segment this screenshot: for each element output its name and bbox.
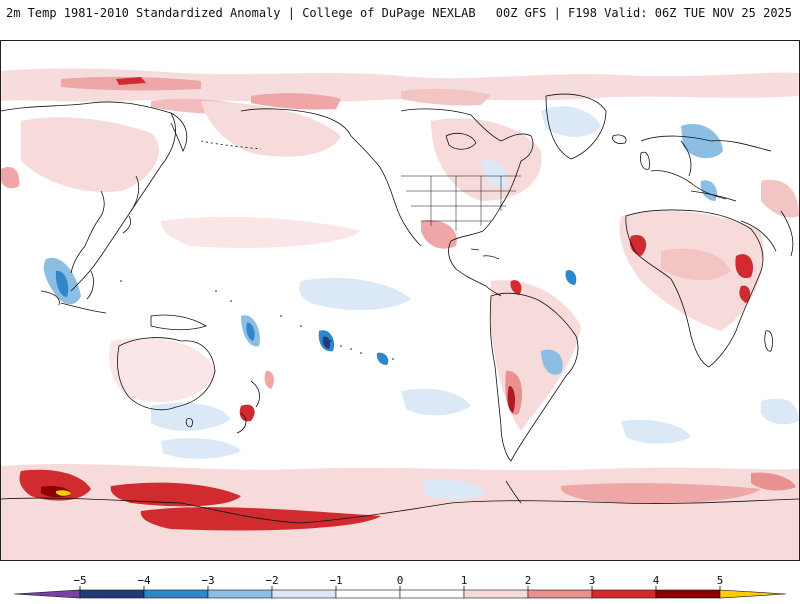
- colorbar-segment: [207, 589, 273, 599]
- colorbar-segment: [399, 589, 465, 599]
- colorbar-segment: [591, 589, 657, 599]
- colorbar: [0, 566, 800, 600]
- colorbar-tick-label: 1: [460, 574, 468, 587]
- map-title: 2m Temp 1981-2010 Standardized Anomaly |…: [6, 6, 476, 20]
- colorbar-tick-label: −2: [265, 574, 279, 587]
- colorbar-segment: [463, 589, 529, 599]
- colorbar-segment: [527, 589, 593, 599]
- colorbar-segment: [79, 589, 145, 599]
- anomaly-map: [0, 40, 800, 561]
- colorbar-tick-label: 0: [396, 574, 404, 587]
- colorbar-tick-label: 5: [716, 574, 724, 587]
- pacific-islands: [120, 280, 394, 360]
- warm-anomaly-shading: [1, 68, 799, 560]
- map-svg: [1, 41, 799, 560]
- colorbar-segment: [271, 589, 337, 599]
- colorbar-svg: [13, 586, 787, 599]
- colorbar-tick-label: −3: [201, 574, 215, 587]
- model-run-valid-time: 00Z GFS | F198 Valid: 06Z TUE NOV 25 202…: [495, 6, 792, 20]
- colorbar-segment: [143, 589, 209, 599]
- colorbar-tick-label: −4: [137, 574, 151, 587]
- colorbar-tick-label: 4: [652, 574, 660, 587]
- colorbar-segment: [13, 589, 81, 599]
- colorbar-segment: [335, 589, 401, 599]
- colorbar-tick-label: 2: [524, 574, 532, 587]
- cold-anomaly-shading: [43, 106, 799, 500]
- colorbar-tick-label: −1: [329, 574, 343, 587]
- coastlines: [1, 93, 799, 524]
- colorbar-segment: [719, 589, 787, 599]
- colorbar-tick-label: 3: [588, 574, 596, 587]
- header: 2m Temp 1981-2010 Standardized Anomaly |…: [0, 0, 800, 40]
- colorbar-tick-label: −5: [73, 574, 87, 587]
- colorbar-segment: [655, 589, 721, 599]
